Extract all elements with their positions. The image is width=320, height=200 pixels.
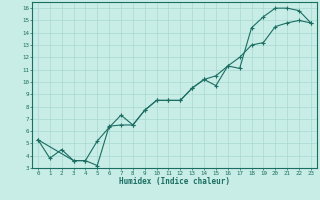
X-axis label: Humidex (Indice chaleur): Humidex (Indice chaleur) [119, 177, 230, 186]
